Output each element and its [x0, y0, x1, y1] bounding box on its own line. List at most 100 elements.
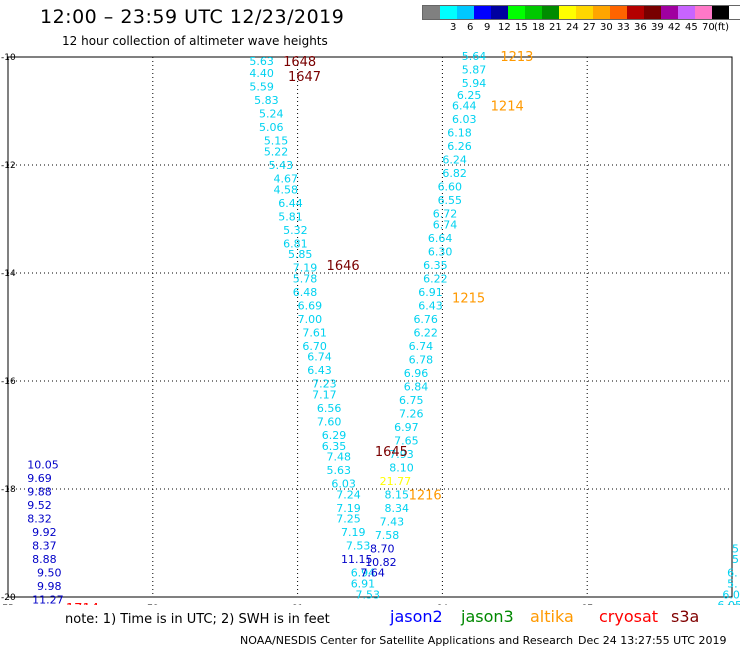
wave-height-value: 7.93 [389, 448, 414, 461]
wave-height-value: 6.35 [322, 440, 347, 453]
wave-height-value: 6.78 [409, 353, 434, 366]
legend-swatch [440, 6, 457, 19]
wave-height-value: 6.91 [351, 578, 376, 591]
wave-height-value: 6.35 [423, 259, 448, 272]
legend-tick-label: 21 [549, 22, 562, 33]
wave-height-value: 6.76 [413, 313, 438, 326]
wave-height-value: 7.48 [327, 451, 352, 464]
wave-height-value: 6.81 [283, 237, 308, 250]
wave-height-value: 7.60 [317, 416, 342, 429]
wave-height-value: 7.19 [336, 502, 361, 515]
wave-height-value: 8.37 [32, 540, 57, 553]
pass-time-label: 1214 [491, 100, 524, 115]
wave-height-value: 7.17 [312, 389, 337, 402]
wave-height-value: 6.60 [438, 181, 463, 194]
legend-swatch [576, 6, 593, 19]
legend-swatch [678, 6, 695, 19]
legend-swatch [542, 6, 559, 19]
wave-height-value: 6.96 [404, 367, 429, 380]
legend-tick-label: 36 [634, 22, 647, 33]
pass-time-label: 1646 [327, 259, 360, 274]
legend-swatch [491, 6, 508, 19]
wave-height-value: 6.05 [722, 588, 740, 601]
wave-height-value: 8.70 [370, 542, 395, 555]
wave-height-value: 5.43 [269, 159, 294, 172]
legend-tick-label: 3 [450, 22, 457, 33]
y-tick-label: -10 [1, 53, 16, 63]
wave-height-value: 9.50 [37, 567, 62, 580]
wave-height-value: 5.85 [288, 248, 313, 261]
legend-tick-label: 24 [566, 22, 579, 33]
wave-height-value: 6.74 [307, 351, 332, 364]
wave-height-value: 8.15 [384, 488, 409, 501]
wave-height-value: 8.10 [389, 461, 414, 474]
wave-height-value: 6.94 [351, 567, 376, 580]
wave-height-value: 6.24 [442, 154, 467, 167]
wave-height-value: 5.15 [264, 135, 289, 148]
legend-tick-label: 15 [515, 22, 528, 33]
wave-height-value: 6.97 [394, 421, 419, 434]
wave-height-value: 9.98 [37, 580, 62, 593]
wave-height-value: 5.24 [259, 108, 284, 121]
legend-tick-label: 18 [532, 22, 545, 33]
wave-height-value: 7.58 [375, 529, 400, 542]
wave-height-value: 8.88 [32, 553, 57, 566]
wave-height-value: 7.53 [346, 540, 371, 553]
wave-height-value: 5.81 [278, 210, 303, 223]
legend-tick-label: 39 [651, 22, 664, 33]
wave-height-value: 6.22 [413, 326, 438, 339]
wave-height-value: 6.03 [452, 113, 477, 126]
legend-swatch [423, 6, 440, 19]
wave-height-value: 6.70 [302, 340, 327, 353]
chart-subtitle: 12 hour collection of altimeter wave hei… [62, 34, 328, 48]
wave-height-value: 5. [732, 542, 740, 555]
wave-height-value: 6.44 [278, 197, 303, 210]
timestamp-text: Dec 24 13:27:55 UTC 2019 [578, 634, 727, 647]
wave-height-value: 10.82 [365, 556, 397, 569]
pass-time-label: 1213 [500, 50, 533, 65]
wave-height-value: 6.56 [317, 402, 342, 415]
legend-tick-label: 9 [484, 22, 491, 33]
legend-tick-label: 30 [600, 22, 613, 33]
wave-height-value: 7.64 [360, 567, 385, 580]
wave-height-value: 6.29 [322, 429, 347, 442]
wave-height-value: 5.22 [264, 146, 289, 159]
legend-swatch [559, 6, 576, 19]
wave-height-value: 6.69 [298, 299, 323, 312]
wave-height-value: 11.27 [32, 594, 64, 605]
x-tick-label: 84 [437, 604, 449, 605]
x-tick-label: 81 [292, 604, 303, 605]
pass-time-label: 1714 [66, 602, 99, 605]
wave-height-value: 9.52 [27, 499, 52, 512]
wave-height-value: 6.44 [452, 100, 477, 113]
wave-height-value: 21.77 [380, 475, 412, 488]
wave-height-value: 6.75 [399, 394, 424, 407]
wave-height-value: 6.43 [418, 299, 443, 312]
wave-height-value: 7.24 [336, 488, 361, 501]
wave-height-value: 7.53 [356, 588, 381, 601]
wave-height-value: 6.64 [428, 232, 453, 245]
wave-height-value: 6.74 [409, 340, 434, 353]
wave-height-value: 9.69 [27, 472, 52, 485]
wave-height-value: 7.19 [293, 262, 318, 275]
wave-height-value: 6.05 [718, 599, 740, 605]
wave-height-value: 7.61 [302, 326, 327, 339]
wave-height-value: 7.19 [341, 526, 366, 539]
legend-labels: 3 6 9 12 15 18 21 24 27 30 33 36 39 42 45 70 (ft) [422, 20, 740, 34]
pass-time-label: 1645 [375, 445, 408, 460]
wave-height-value: 5.87 [462, 63, 487, 76]
wave-height-value: 6.55 [438, 194, 463, 207]
color-legend: 3 6 9 12 15 18 21 24 27 30 33 36 39 42 45 70 (ft) [422, 5, 740, 34]
wave-height-value: 9.88 [27, 486, 52, 499]
y-tick-label: -14 [1, 269, 16, 279]
wave-height-value: 7.65 [394, 434, 419, 447]
wave-height-value: 6.91 [418, 286, 443, 299]
satellite-legend-item: cryosat [599, 607, 659, 626]
wave-height-value: 6.03 [331, 478, 356, 491]
wave-height-value: 5.83 [254, 94, 279, 107]
wave-height-value: 6.18 [447, 127, 472, 140]
legend-swatch [508, 6, 525, 19]
wave-height-value: 4.58 [273, 183, 298, 196]
satellite-legend-item: jason3 [461, 607, 514, 626]
wave-height-value: 6.26 [447, 140, 472, 153]
